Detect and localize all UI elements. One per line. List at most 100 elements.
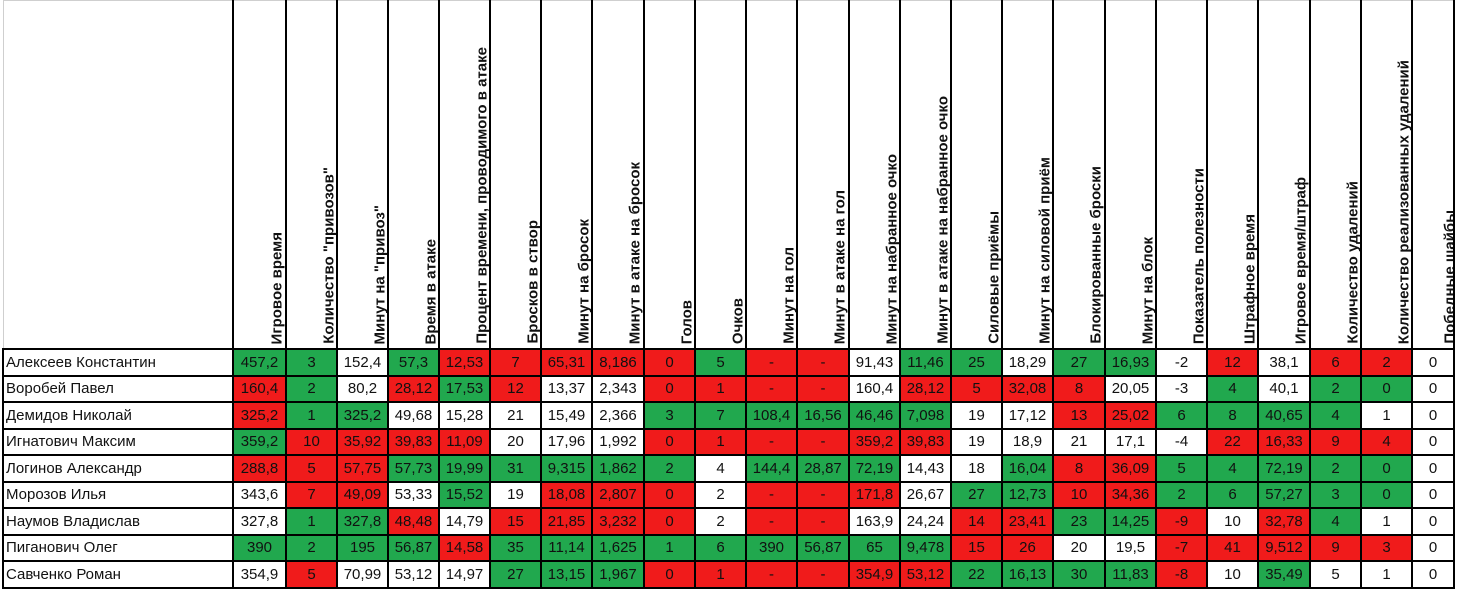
stat-cell: 24,24 xyxy=(899,507,952,536)
player-name-cell: Логинов Александр xyxy=(2,454,234,483)
table-row: Логинов Александр 288,8 5 57,75 57,73 19,99 31… xyxy=(2,454,1455,483)
column-header-label: Минут на гол xyxy=(780,247,797,344)
column-header-label: Минут на набранное очко xyxy=(883,153,900,344)
column-header-label: Минут на силовой приём xyxy=(1036,157,1053,344)
stat-cell: -9 xyxy=(1155,507,1208,536)
stat-cell: 18 xyxy=(950,454,1003,483)
stat-cell: 2 xyxy=(694,507,747,536)
column-header-label: Игровое время/штраф xyxy=(1292,176,1310,344)
stat-cell: 359,2 xyxy=(232,427,287,456)
stat-cell: 343,6 xyxy=(232,480,287,509)
stat-cell: 27 xyxy=(1052,348,1106,377)
stat-cell: 57,27 xyxy=(1257,480,1311,509)
column-header-label: Штрафное время xyxy=(1241,213,1258,344)
stat-cell: -7 xyxy=(1155,533,1208,562)
stat-cell: 91,43 xyxy=(848,348,901,377)
stat-cell: - xyxy=(745,560,798,589)
stat-cell: 12,53 xyxy=(438,348,491,377)
stat-cell: -2 xyxy=(1155,348,1208,377)
column-header: Минут на гол xyxy=(745,0,798,350)
column-header: Количество реализованных удалений xyxy=(1360,0,1413,350)
stat-cell: 13,15 xyxy=(540,560,593,589)
stat-cell: -4 xyxy=(1155,427,1208,456)
stat-cell: 22 xyxy=(950,560,1003,589)
column-header: Игровое время xyxy=(232,0,287,350)
stat-cell: 354,9 xyxy=(232,560,287,589)
stat-cell: 15 xyxy=(489,507,542,536)
stat-cell: 56,87 xyxy=(387,533,440,562)
stat-cell: 1 xyxy=(1360,560,1413,589)
stat-cell: 30 xyxy=(1052,560,1106,589)
stat-cell: 1,862 xyxy=(591,454,645,483)
stat-cell: 32,78 xyxy=(1257,507,1311,536)
stat-cell: 27 xyxy=(489,560,542,589)
column-header: Количество удалений xyxy=(1309,0,1362,350)
player-name-cell: Наумов Владислав xyxy=(2,507,234,536)
stat-cell: 3 xyxy=(285,348,338,377)
stat-cell: 21 xyxy=(1052,427,1106,456)
stat-cell: 0 xyxy=(1411,560,1455,589)
stat-cell: 3 xyxy=(643,401,696,430)
stat-cell: 108,4 xyxy=(745,401,798,430)
column-header-label: Блокированные броски xyxy=(1087,166,1105,344)
table-row: Алексеев Константин 457,2 3 152,4 57,3 12,53 7… xyxy=(2,348,1455,377)
stat-cell: 5 xyxy=(1309,560,1362,589)
stat-cell: 0 xyxy=(1411,374,1455,403)
stat-cell: 14 xyxy=(950,507,1003,536)
stat-cell: 35,92 xyxy=(336,427,389,456)
stat-cell: 2,807 xyxy=(591,480,645,509)
stat-cell: 20,05 xyxy=(1104,374,1157,403)
stat-cell: 2,366 xyxy=(591,401,645,430)
stat-cell: 327,8 xyxy=(336,507,389,536)
stat-cell: 0 xyxy=(643,507,696,536)
column-header: Силовые приёмы xyxy=(950,0,1003,350)
stat-cell: 1 xyxy=(285,507,338,536)
stat-cell: 2 xyxy=(694,480,747,509)
player-name-cell: Пиганович Олег xyxy=(2,533,234,562)
column-header: Бросков в створ xyxy=(489,0,542,350)
stat-cell: 19 xyxy=(489,480,542,509)
table-row: Воробей Павел 160,4 2 80,2 28,12 17,53 12 13,37… xyxy=(2,374,1455,403)
stat-cell: 9,478 xyxy=(899,533,952,562)
stat-cell: 2 xyxy=(1155,480,1208,509)
stat-cell: 46,46 xyxy=(848,401,901,430)
stat-cell: 10 xyxy=(1206,507,1259,536)
column-header-label: Процент времени, проводимого в атаке xyxy=(473,47,490,344)
stat-cell: 144,4 xyxy=(745,454,798,483)
stat-cell: 11,83 xyxy=(1104,560,1157,589)
stat-cell: 0 xyxy=(1411,480,1455,509)
stat-cell: 195 xyxy=(336,533,389,562)
stat-cell: 57,73 xyxy=(387,454,440,483)
column-header-label: Бросков в створ xyxy=(524,220,541,344)
stat-cell: 70,99 xyxy=(336,560,389,589)
stat-cell: 65,31 xyxy=(540,348,593,377)
stat-cell: 1 xyxy=(1360,401,1413,430)
table-row: Наумов Владислав 327,8 1 327,8 48,48 14,79 15 2… xyxy=(2,507,1455,536)
stat-cell: 39,83 xyxy=(899,427,952,456)
stat-cell: 0 xyxy=(1411,533,1455,562)
stat-cell: 35 xyxy=(489,533,542,562)
stat-cell: 0 xyxy=(1360,454,1413,483)
stat-cell: 12,73 xyxy=(1001,480,1054,509)
stat-cell: - xyxy=(796,427,850,456)
stat-cell: 40,65 xyxy=(1257,401,1311,430)
stat-cell: 0 xyxy=(1411,454,1455,483)
stat-cell: 9 xyxy=(1309,533,1362,562)
stat-cell: 9,315 xyxy=(540,454,593,483)
stat-cell: 354,9 xyxy=(848,560,901,589)
stat-cell: 72,19 xyxy=(848,454,901,483)
stat-cell: 19 xyxy=(950,427,1003,456)
player-name-cell: Савченко Роман xyxy=(2,560,234,589)
stat-cell: 0 xyxy=(643,374,696,403)
stat-cell: 13 xyxy=(1052,401,1106,430)
player-name-cell: Морозов Илья xyxy=(2,480,234,509)
stat-cell: 4 xyxy=(1206,454,1259,483)
stat-cell: 4 xyxy=(1360,427,1413,456)
stat-cell: 16,33 xyxy=(1257,427,1311,456)
stat-cell: 3,232 xyxy=(591,507,645,536)
stat-cell: 53,12 xyxy=(899,560,952,589)
stat-cell: 2 xyxy=(285,374,338,403)
stat-cell: 21 xyxy=(489,401,542,430)
column-header-label: Минут в атаке на набранное очко xyxy=(934,96,951,344)
stat-cell: 9,512 xyxy=(1257,533,1311,562)
